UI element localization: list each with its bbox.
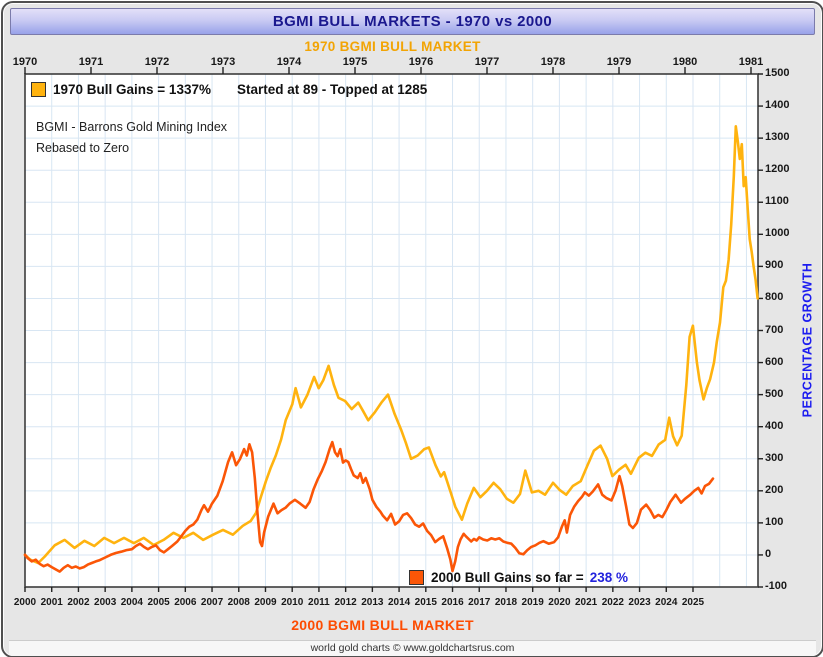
title-bar: BGMI BULL MARKETS - 1970 vs 2000: [10, 8, 815, 35]
top-axis-year-label: 1977: [474, 56, 500, 68]
top-axis-year-label: 1980: [672, 56, 698, 68]
bottom-axis-year-label: 2000: [13, 597, 37, 608]
right-axis-title: PERCENTAGE GROWTH: [800, 262, 815, 418]
bottom-axis-title: 2000 BGMI BULL MARKET: [291, 617, 474, 633]
bottom-axis-year-label: 2015: [414, 597, 437, 608]
bottom-axis-year-label: 2009: [254, 597, 277, 608]
legend-2000-value: 238 %: [589, 570, 628, 585]
legend-2000-label: 2000 Bull Gains so far =: [431, 570, 584, 585]
bottom-axis-year-label: 2016: [441, 597, 464, 608]
legend-1970-detail: Started at 89 - Topped at 1285: [236, 82, 428, 97]
right-axis-value-label: 900: [765, 259, 784, 272]
right-axis-value-label: 300: [765, 451, 784, 464]
bottom-axis-year-label: 2002: [67, 597, 90, 608]
chart-note-line2: Rebased to Zero: [36, 141, 130, 155]
right-axis-value-label: 500: [765, 387, 784, 400]
bottom-axis-year-label: 2011: [308, 597, 330, 608]
legend-1970-series: 1970 Bull Gains = 1337% Started at 89 - …: [31, 82, 427, 97]
gold-swatch-icon: [31, 82, 46, 97]
top-axis-title: 1970 BGMI BULL MARKET: [304, 39, 481, 54]
legend-1970-label: 1970 Bull Gains = 1337%: [53, 82, 211, 97]
legend-2000-series: 2000 Bull Gains so far = 238 %: [409, 570, 628, 585]
bottom-axis-year-label: 2003: [94, 597, 117, 608]
right-axis-value-label: 1200: [765, 163, 790, 176]
right-axis-value-label: 1300: [765, 131, 790, 144]
bottom-axis-year-label: 2019: [521, 597, 544, 608]
right-axis-value-label: 100: [765, 515, 784, 528]
chart-title: BGMI BULL MARKETS - 1970 vs 2000: [272, 13, 553, 30]
right-axis-value-label: 400: [765, 419, 784, 432]
right-axis-value-label: 600: [765, 355, 784, 368]
top-axis-year-label: 1979: [606, 56, 632, 68]
top-axis-year-label: 1971: [78, 56, 104, 68]
bottom-axis-year-label: 2001: [40, 597, 63, 608]
top-axis-year-label: 1972: [144, 56, 170, 68]
bottom-axis-year-label: 2013: [361, 597, 384, 608]
bottom-axis-year-label: 2022: [601, 597, 624, 608]
right-axis-value-label: 1000: [765, 227, 790, 240]
top-axis-year-label: 1981: [738, 56, 764, 68]
bottom-axis-year-label: 2020: [548, 597, 571, 608]
right-axis-value-label: 0: [765, 547, 772, 560]
bottom-axis-year-label: 2008: [227, 597, 250, 608]
right-axis-value-label: 800: [765, 291, 784, 304]
top-axis-year-label: 1975: [342, 56, 368, 68]
chart-note-line1: BGMI - Barrons Gold Mining Index: [36, 120, 228, 134]
chart-note: BGMI - Barrons Gold Mining Index Rebased…: [36, 117, 227, 159]
top-axis-year-label: 1976: [408, 56, 434, 68]
right-axis-value-label: 1100: [765, 195, 789, 208]
right-axis-value-label: 200: [765, 483, 784, 496]
top-axis-year-label: 1978: [540, 56, 566, 68]
right-axis-value-label: -100: [765, 580, 788, 592]
footer-credit: world gold charts © www.goldchartsrus.co…: [9, 640, 816, 656]
top-axis-year-label: 1973: [210, 56, 236, 68]
bottom-axis-year-label: 2010: [281, 597, 304, 608]
bottom-axis-year-label: 2007: [200, 597, 224, 608]
bottom-axis-year-label: 2017: [468, 597, 491, 608]
bottom-axis-year-label: 2018: [494, 597, 518, 608]
right-axis-value-label: 700: [765, 323, 784, 336]
bottom-axis-year-label: 2021: [574, 597, 598, 608]
bottom-axis-year-label: 2023: [628, 597, 651, 608]
series-line-1970: [23, 125, 759, 565]
series-line-2000: [23, 440, 715, 573]
chart-plot-area: [23, 67, 763, 592]
right-axis-value-label: 1500: [765, 67, 790, 79]
bottom-axis-year-label: 2014: [387, 597, 411, 608]
bottom-axis-year-label: 2005: [147, 597, 170, 608]
orange-swatch-icon: [409, 570, 424, 585]
bottom-axis-year-label: 2006: [174, 597, 197, 608]
top-axis-year-label: 1970: [12, 56, 38, 68]
bottom-axis-year-label: 2012: [334, 597, 357, 608]
right-axis-value-label: 1400: [765, 99, 790, 112]
bottom-axis-year-label: 2024: [655, 597, 678, 608]
top-axis-year-label: 1974: [276, 56, 302, 68]
bottom-axis-year-label: 2004: [120, 597, 143, 608]
bottom-axis-year-label: 2025: [681, 597, 705, 608]
